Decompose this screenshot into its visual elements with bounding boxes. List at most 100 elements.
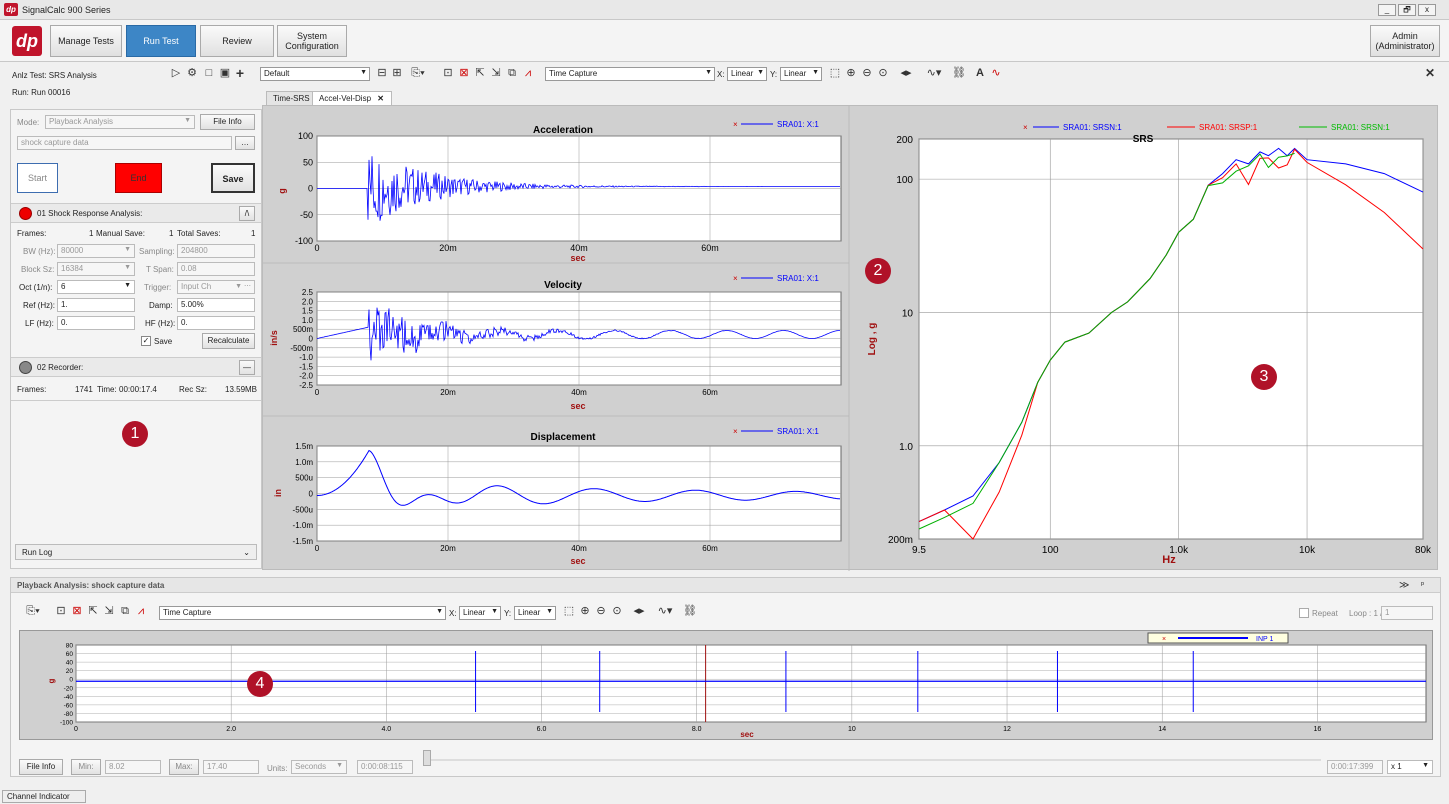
gear-icon[interactable]: ⚙	[187, 67, 197, 79]
x-scale-select[interactable]: Linear ▼	[459, 606, 501, 620]
browse-button[interactable]: …	[235, 136, 255, 150]
x-axis-label: sec	[570, 401, 585, 411]
open-icon[interactable]: ▷	[171, 67, 181, 79]
channel-indicator-tab[interactable]: Channel Indicator	[2, 790, 86, 803]
collapse-icon[interactable]: /\	[239, 206, 255, 221]
zoom-box-icon[interactable]: ⬚	[563, 605, 575, 617]
arrow-right-icon[interactable]: ⇲	[104, 605, 114, 617]
system-configuration-button[interactable]: System Configuration	[277, 25, 347, 57]
review-button[interactable]: Review	[200, 25, 274, 57]
pin-icon[interactable]: ᵖ	[1421, 580, 1425, 589]
marker-icon[interactable]: ▣	[219, 67, 231, 79]
file-info-button[interactable]: File Info	[19, 759, 63, 775]
sampling-field[interactable]: 204800	[177, 244, 255, 258]
save-button[interactable]: Save	[211, 163, 255, 193]
arrow-left-icon[interactable]: ⇱	[475, 67, 485, 79]
layout-split-icon[interactable]: ⊞	[392, 67, 402, 79]
export-icon[interactable]: ⎘▾	[411, 67, 425, 79]
waveform-icon[interactable]: ∿▾	[926, 67, 942, 79]
run-test-button[interactable]: Run Test	[126, 25, 196, 57]
y-scale-select[interactable]: Linear ▼	[514, 606, 556, 620]
arrow-right-icon[interactable]: ⇲	[491, 67, 501, 79]
add-cursor-icon[interactable]: ⊡	[443, 67, 453, 79]
waveform-icon[interactable]: ∿▾	[657, 605, 673, 617]
window-icon[interactable]: □	[205, 67, 213, 79]
y-tick-label: -1.0	[299, 353, 313, 362]
save-checkbox-label: Save	[154, 337, 173, 346]
remove-cursor-icon[interactable]: ⊠	[459, 67, 469, 79]
loop-field[interactable]: 1	[1381, 606, 1433, 620]
end-button[interactable]: End	[115, 163, 162, 193]
units-select[interactable]: Seconds ▼	[291, 760, 347, 774]
zoom-out-icon[interactable]: ⊖	[862, 67, 872, 79]
repeat-checkbox[interactable]	[1299, 608, 1309, 618]
speed-select[interactable]: x 1 ▼	[1387, 760, 1433, 774]
hf-field[interactable]: 0.	[177, 316, 255, 330]
timeline-slider-handle[interactable]	[423, 750, 431, 766]
bw-select[interactable]: 80000 ▼	[57, 244, 135, 258]
playback-title: Playback Analysis: shock capture data	[17, 581, 165, 590]
zoom-in-icon[interactable]: ⊕	[580, 605, 590, 617]
capture-select[interactable]: Time Capture ▼	[545, 67, 715, 81]
user-account-button[interactable]: Admin (Administrator)	[1370, 25, 1440, 57]
ref-field[interactable]: 1.	[57, 298, 135, 312]
max-field[interactable]: 17.40	[203, 760, 259, 774]
source-field[interactable]: shock capture data	[17, 136, 232, 150]
file-info-button[interactable]: File Info	[200, 114, 255, 130]
zoom-out-icon[interactable]: ⊖	[596, 605, 606, 617]
arrow-left-icon[interactable]: ⇱	[88, 605, 98, 617]
mode-select[interactable]: Playback Analysis ▼	[45, 115, 195, 129]
tspan-field[interactable]: 0.08	[177, 262, 255, 276]
timeline-track[interactable]	[431, 759, 1321, 761]
export-icon[interactable]: ⎘▾	[26, 605, 40, 617]
recalculate-button[interactable]: Recalculate	[202, 333, 255, 349]
tab-accel-vel-disp[interactable]: Accel-Vel-Disp ✕	[312, 91, 392, 106]
lf-field[interactable]: 0.	[57, 316, 135, 330]
minimize-section-icon[interactable]: —	[239, 360, 255, 375]
x-axis-label: sec	[570, 556, 585, 566]
manage-tests-button[interactable]: Manage Tests	[50, 25, 122, 57]
start-button[interactable]: Start	[17, 163, 58, 193]
add-cursor-icon[interactable]: ⊡	[56, 605, 66, 617]
y-scale-select[interactable]: Linear ▼	[780, 67, 822, 81]
link-icon[interactable]: ⛓	[952, 67, 966, 79]
minimize-button[interactable]: _	[1378, 4, 1396, 16]
add-icon[interactable]: +	[235, 65, 245, 81]
zoom-fit-icon[interactable]: ⧉	[508, 67, 516, 79]
close-window-button[interactable]: x	[1418, 4, 1436, 16]
layout-grid-icon[interactable]: ⊟	[377, 67, 387, 79]
end-time-field[interactable]: 0:00:17:399	[1327, 760, 1383, 774]
collapse-panel-icon[interactable]: ≫	[1399, 580, 1410, 591]
y-tick-label: 200	[896, 135, 913, 146]
position-field[interactable]: 0:00:08:115	[357, 760, 413, 774]
srs-section-header: 01 Shock Response Analysis: /\	[11, 203, 261, 223]
block-size-select[interactable]: 16384 ▼	[57, 262, 135, 276]
tab-time-srs[interactable]: Time-SRS	[266, 91, 317, 106]
x-scale-select[interactable]: Linear ▼	[727, 67, 767, 81]
pan-icon[interactable]: ◂▸	[900, 67, 912, 79]
save-checkbox[interactable]: ✓	[141, 336, 151, 346]
pan-icon[interactable]: ◂▸	[633, 605, 645, 617]
zoom-reset-icon[interactable]: ⊙	[878, 67, 888, 79]
zoom-fit-icon[interactable]: ⧉	[121, 605, 129, 617]
run-log-dropdown[interactable]: Run Log ⌄	[15, 544, 257, 560]
oct-select[interactable]: 6 ▼	[57, 280, 135, 294]
remove-cursor-icon[interactable]: ⊠	[72, 605, 82, 617]
layout-select[interactable]: Default ▼	[260, 67, 370, 81]
signal-icon[interactable]: ∿	[991, 67, 1001, 79]
peak-icon[interactable]: ⩘	[137, 605, 145, 617]
peak-icon[interactable]: ⩘	[524, 67, 532, 79]
min-field[interactable]: 8.02	[105, 760, 161, 774]
zoom-in-icon[interactable]: ⊕	[846, 67, 856, 79]
capture-select[interactable]: Time Capture ▼	[159, 606, 446, 620]
restore-button[interactable]: 🗗	[1398, 4, 1416, 16]
callout-4: 4	[247, 671, 273, 697]
close-icon[interactable]: ✕	[1424, 66, 1436, 80]
damp-field[interactable]: 5.00%	[177, 298, 255, 312]
trigger-select[interactable]: Input Ch ▼ ⋯	[177, 280, 255, 294]
zoom-reset-icon[interactable]: ⊙	[612, 605, 622, 617]
link-icon[interactable]: ⛓	[683, 605, 697, 617]
zoom-box-icon[interactable]: ⬚	[829, 67, 841, 79]
control-panel: Mode: Playback Analysis ▼ File Info shock…	[10, 109, 262, 569]
text-annotation-icon[interactable]: A	[976, 67, 984, 79]
